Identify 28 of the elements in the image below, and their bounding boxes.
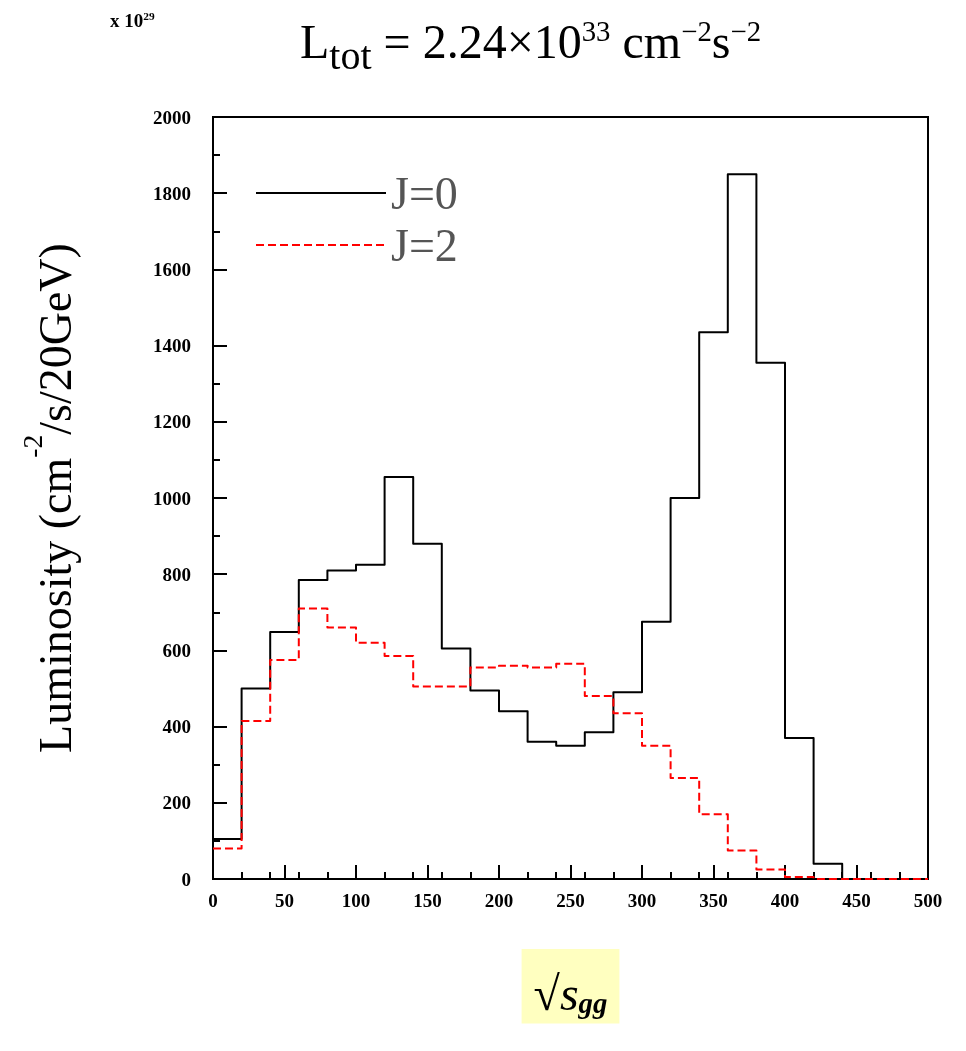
y-tick-label: 200 xyxy=(162,792,191,814)
x-tick-label: 450 xyxy=(842,890,871,911)
y-tick-label: 1800 xyxy=(153,182,191,204)
y-tick-label: 2000 xyxy=(153,106,191,128)
x-tick-label: 150 xyxy=(413,890,442,911)
y-axis-title: Luminosity (cm-2/s/20GeV) xyxy=(16,243,81,753)
x-tick-label: 500 xyxy=(913,890,943,911)
y-tick-label: 800 xyxy=(162,563,191,585)
x-tick-label: 400 xyxy=(770,890,800,911)
x-tick-label: 350 xyxy=(699,890,728,911)
x-tick-label: 300 xyxy=(627,890,657,911)
y-tick-label: 1600 xyxy=(153,258,191,280)
y-tick-label: 600 xyxy=(162,639,191,661)
x-tick-label: 0 xyxy=(208,890,218,911)
text: x 10$^{29}$ xyxy=(110,10,155,33)
x-axis-title: √sgg xyxy=(533,966,608,1020)
legend-label: J=0 xyxy=(391,167,458,219)
legend-label: J=2 xyxy=(391,219,458,271)
y-tick-label: 400 xyxy=(162,716,191,738)
x-tick-label: 200 xyxy=(484,890,514,911)
x-tick-label: 100 xyxy=(341,890,371,911)
x-tick-label: 50 xyxy=(275,890,294,911)
x-tick-label: 250 xyxy=(556,890,585,911)
y-tick-label: 1400 xyxy=(153,335,191,357)
y-tick-label: 0 xyxy=(181,868,191,890)
chart-title: L$_{tot}$ = 2.24×10$^{33}$ cm$^{−2}$s$^{−2}$ xyxy=(300,14,762,79)
y-tick-label: 1200 xyxy=(153,411,191,433)
y-tick-label: 1000 xyxy=(153,487,191,509)
